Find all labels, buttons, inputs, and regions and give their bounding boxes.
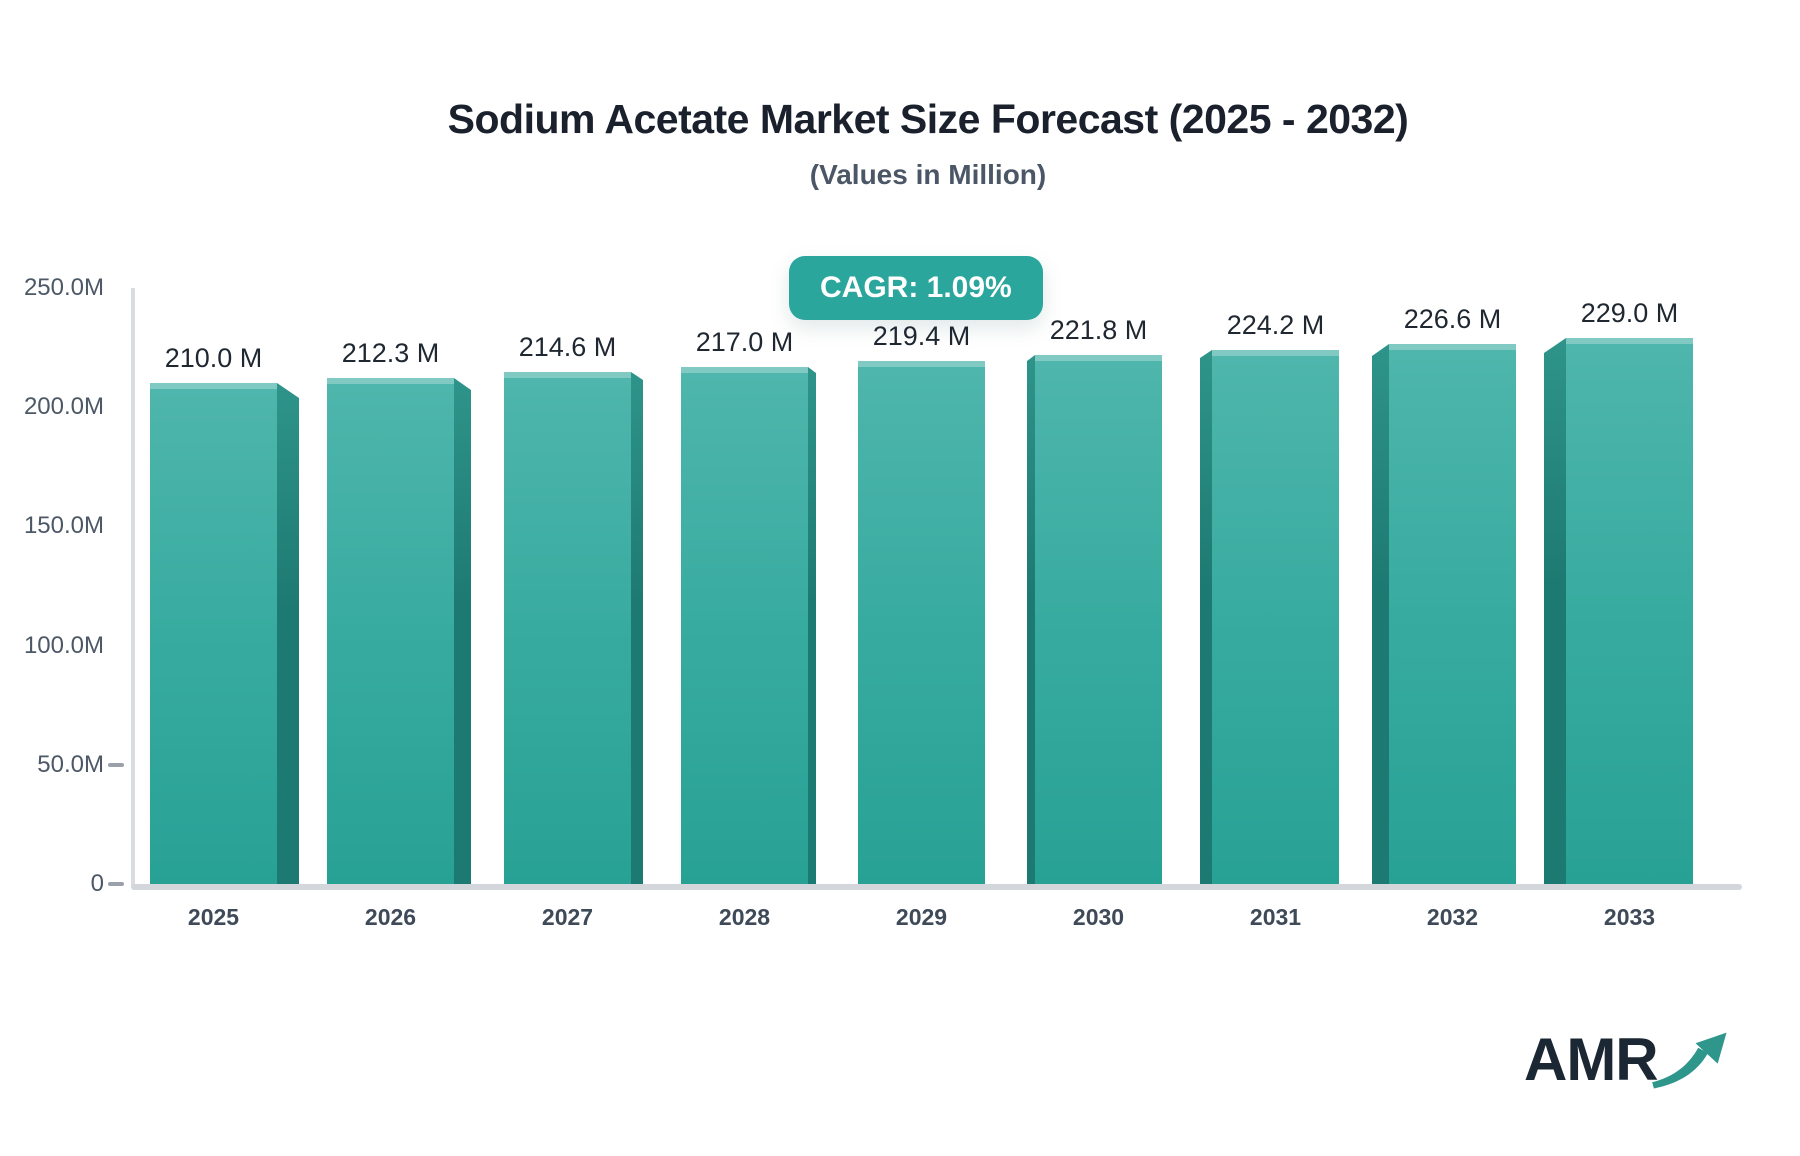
y-axis-tick-label: 0 [90, 870, 104, 897]
x-axis-category-label: 2028 [718, 904, 771, 930]
bar-side-face [1200, 350, 1212, 884]
bar-value-label: 217.0 M [695, 327, 794, 357]
bar-side-face [808, 367, 816, 884]
chart-subtitle: (Values in Million) [809, 159, 1047, 190]
x-axis-category-label: 2026 [364, 904, 417, 930]
y-axis-tick-label: 150.0M [23, 512, 104, 540]
x-axis-category-label: 2027 [541, 904, 594, 930]
y-axis-tick-mark [108, 882, 124, 886]
bar-value-label: 224.2 M [1226, 310, 1325, 340]
bar-value-label: 229.0 M [1580, 298, 1679, 328]
x-axis-category-label: 2029 [895, 904, 948, 930]
chart-header: Sodium Acetate Market Size Forecast (202… [0, 0, 1800, 191]
bar-side-face [1372, 344, 1389, 884]
x-axis-category-label: 2025 [187, 904, 240, 930]
y-axis-tick-mark [108, 762, 124, 767]
bar-front-face [150, 383, 277, 884]
bar-front-face [327, 378, 454, 884]
bar-2030[interactable] [1027, 355, 1162, 884]
bar-front-face [1389, 344, 1516, 884]
bar-2029[interactable] [858, 361, 985, 884]
bar-2033[interactable] [1544, 338, 1693, 884]
bar-front-face [504, 372, 631, 884]
bar-2026[interactable] [327, 378, 471, 884]
bar-side-face [1027, 355, 1035, 884]
amr-logo: AMR [1524, 1028, 1732, 1097]
bar-front-face [858, 361, 985, 884]
y-axis-tick-label: 250.0M [23, 274, 104, 301]
x-axis-category-label: 2030 [1072, 904, 1125, 930]
bar-2027[interactable] [504, 372, 643, 884]
y-axis-tick-label: 100.0M [23, 631, 104, 659]
bar-value-label: 210.0 M [164, 343, 263, 373]
y-axis-tick-label: 200.0M [23, 393, 104, 421]
bar-side-face [454, 378, 471, 884]
y-axis-line [131, 288, 135, 886]
bar-value-label: 221.8 M [1049, 315, 1148, 345]
amr-logo-text: AMR [1524, 1026, 1659, 1093]
x-axis-category-label: 2031 [1249, 904, 1302, 930]
bar-2025[interactable] [150, 383, 299, 884]
bar-2031[interactable] [1200, 350, 1339, 884]
bar-front-face [681, 367, 808, 884]
bar-side-face [631, 372, 643, 884]
x-axis-line [131, 884, 1742, 890]
bar-2032[interactable] [1372, 344, 1516, 884]
bar-front-face [1035, 355, 1162, 884]
bar-side-face [1544, 338, 1566, 884]
y-axis-tick-label: 50.0M [37, 750, 104, 778]
bar-front-face [1566, 338, 1693, 884]
bar-value-label: 214.6 M [518, 332, 617, 362]
bar-side-face [277, 383, 299, 884]
bar-front-face [1212, 350, 1339, 884]
chart-title: Sodium Acetate Market Size Forecast (202… [447, 96, 1409, 142]
cagr-badge: CAGR: 1.09% [789, 256, 1043, 320]
bar-value-label: 219.4 M [872, 321, 971, 351]
growth-arrow-icon [1651, 1030, 1732, 1097]
x-axis-category-label: 2032 [1426, 904, 1479, 930]
x-axis-category-label: 2033 [1603, 904, 1656, 930]
bar-2028[interactable] [681, 367, 816, 884]
bar-value-label: 212.3 M [341, 338, 440, 368]
bar-value-label: 226.6 M [1403, 304, 1502, 334]
